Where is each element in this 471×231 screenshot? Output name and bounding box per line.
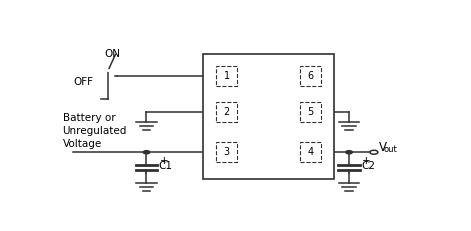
Text: 3: 3 bbox=[224, 147, 230, 157]
Text: C2: C2 bbox=[361, 161, 375, 171]
Bar bbox=[203, 55, 334, 179]
Text: V: V bbox=[379, 141, 387, 154]
Text: 5: 5 bbox=[308, 107, 314, 117]
Text: 1: 1 bbox=[224, 71, 230, 81]
Bar bbox=[300, 142, 321, 162]
Text: 6: 6 bbox=[308, 71, 314, 81]
Bar bbox=[300, 66, 321, 86]
Text: +: + bbox=[160, 156, 168, 167]
Circle shape bbox=[346, 151, 352, 154]
Text: C1: C1 bbox=[159, 161, 172, 171]
Text: OFF: OFF bbox=[73, 77, 93, 87]
Text: out: out bbox=[383, 145, 397, 154]
Text: +: + bbox=[362, 156, 371, 167]
Text: ON: ON bbox=[105, 49, 121, 58]
Text: Battery or
Unregulated
Voltage: Battery or Unregulated Voltage bbox=[63, 113, 127, 149]
Bar bbox=[300, 102, 321, 122]
Bar bbox=[216, 102, 237, 122]
Bar bbox=[216, 142, 237, 162]
Text: 2: 2 bbox=[224, 107, 230, 117]
Text: 4: 4 bbox=[308, 147, 314, 157]
Circle shape bbox=[143, 151, 150, 154]
Bar bbox=[216, 66, 237, 86]
